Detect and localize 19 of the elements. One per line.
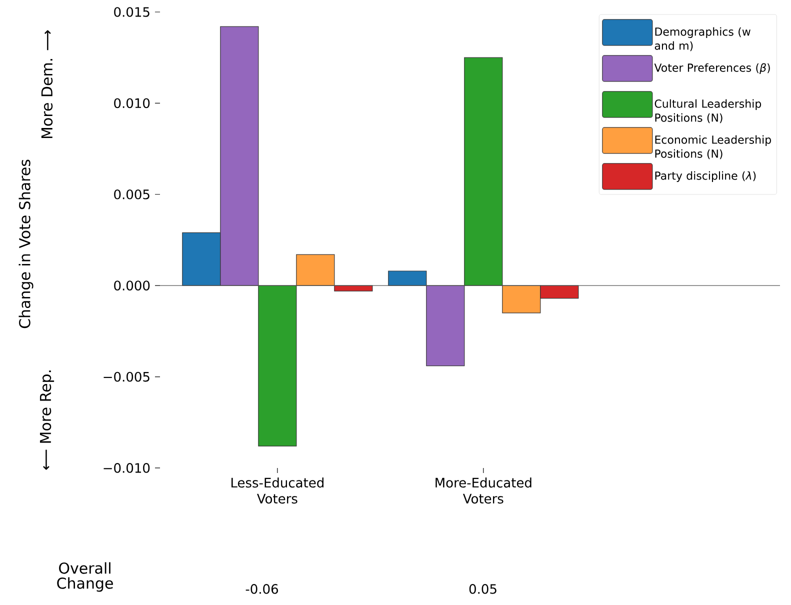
legend-label: Cultural Leadership Positions (N) [654,99,762,124]
legend-label: Demographics (w and m) [654,27,750,52]
legend-label: Economic Leadership Positions (N) [655,135,771,160]
y-tick-label: 0.000 [114,280,150,291]
x-tick-label: More-Educated Voters [436,478,532,504]
legend-label: Voter Preferences (β) [654,63,770,74]
text: ⟵ More Rep. [40,370,54,470]
y-tick-label: 0.015 [114,7,150,17]
text: Overall Change [57,562,113,592]
y-tick-label: 0.005 [114,189,150,200]
legend-label: Party discipline (λ) [655,171,756,182]
y-tick-label: −0.005 [104,372,150,382]
text: -0.06 [246,584,278,594]
text: 0.05 [469,584,496,594]
y-tick-label: 0.010 [114,98,150,108]
x-tick-label: Less-Educated Voters [231,478,324,504]
y-axis-title: Change in Vote Shares [18,160,34,328]
y-tick-label: −0.010 [104,463,150,473]
text: More Dem. ⟶ [41,30,53,138]
